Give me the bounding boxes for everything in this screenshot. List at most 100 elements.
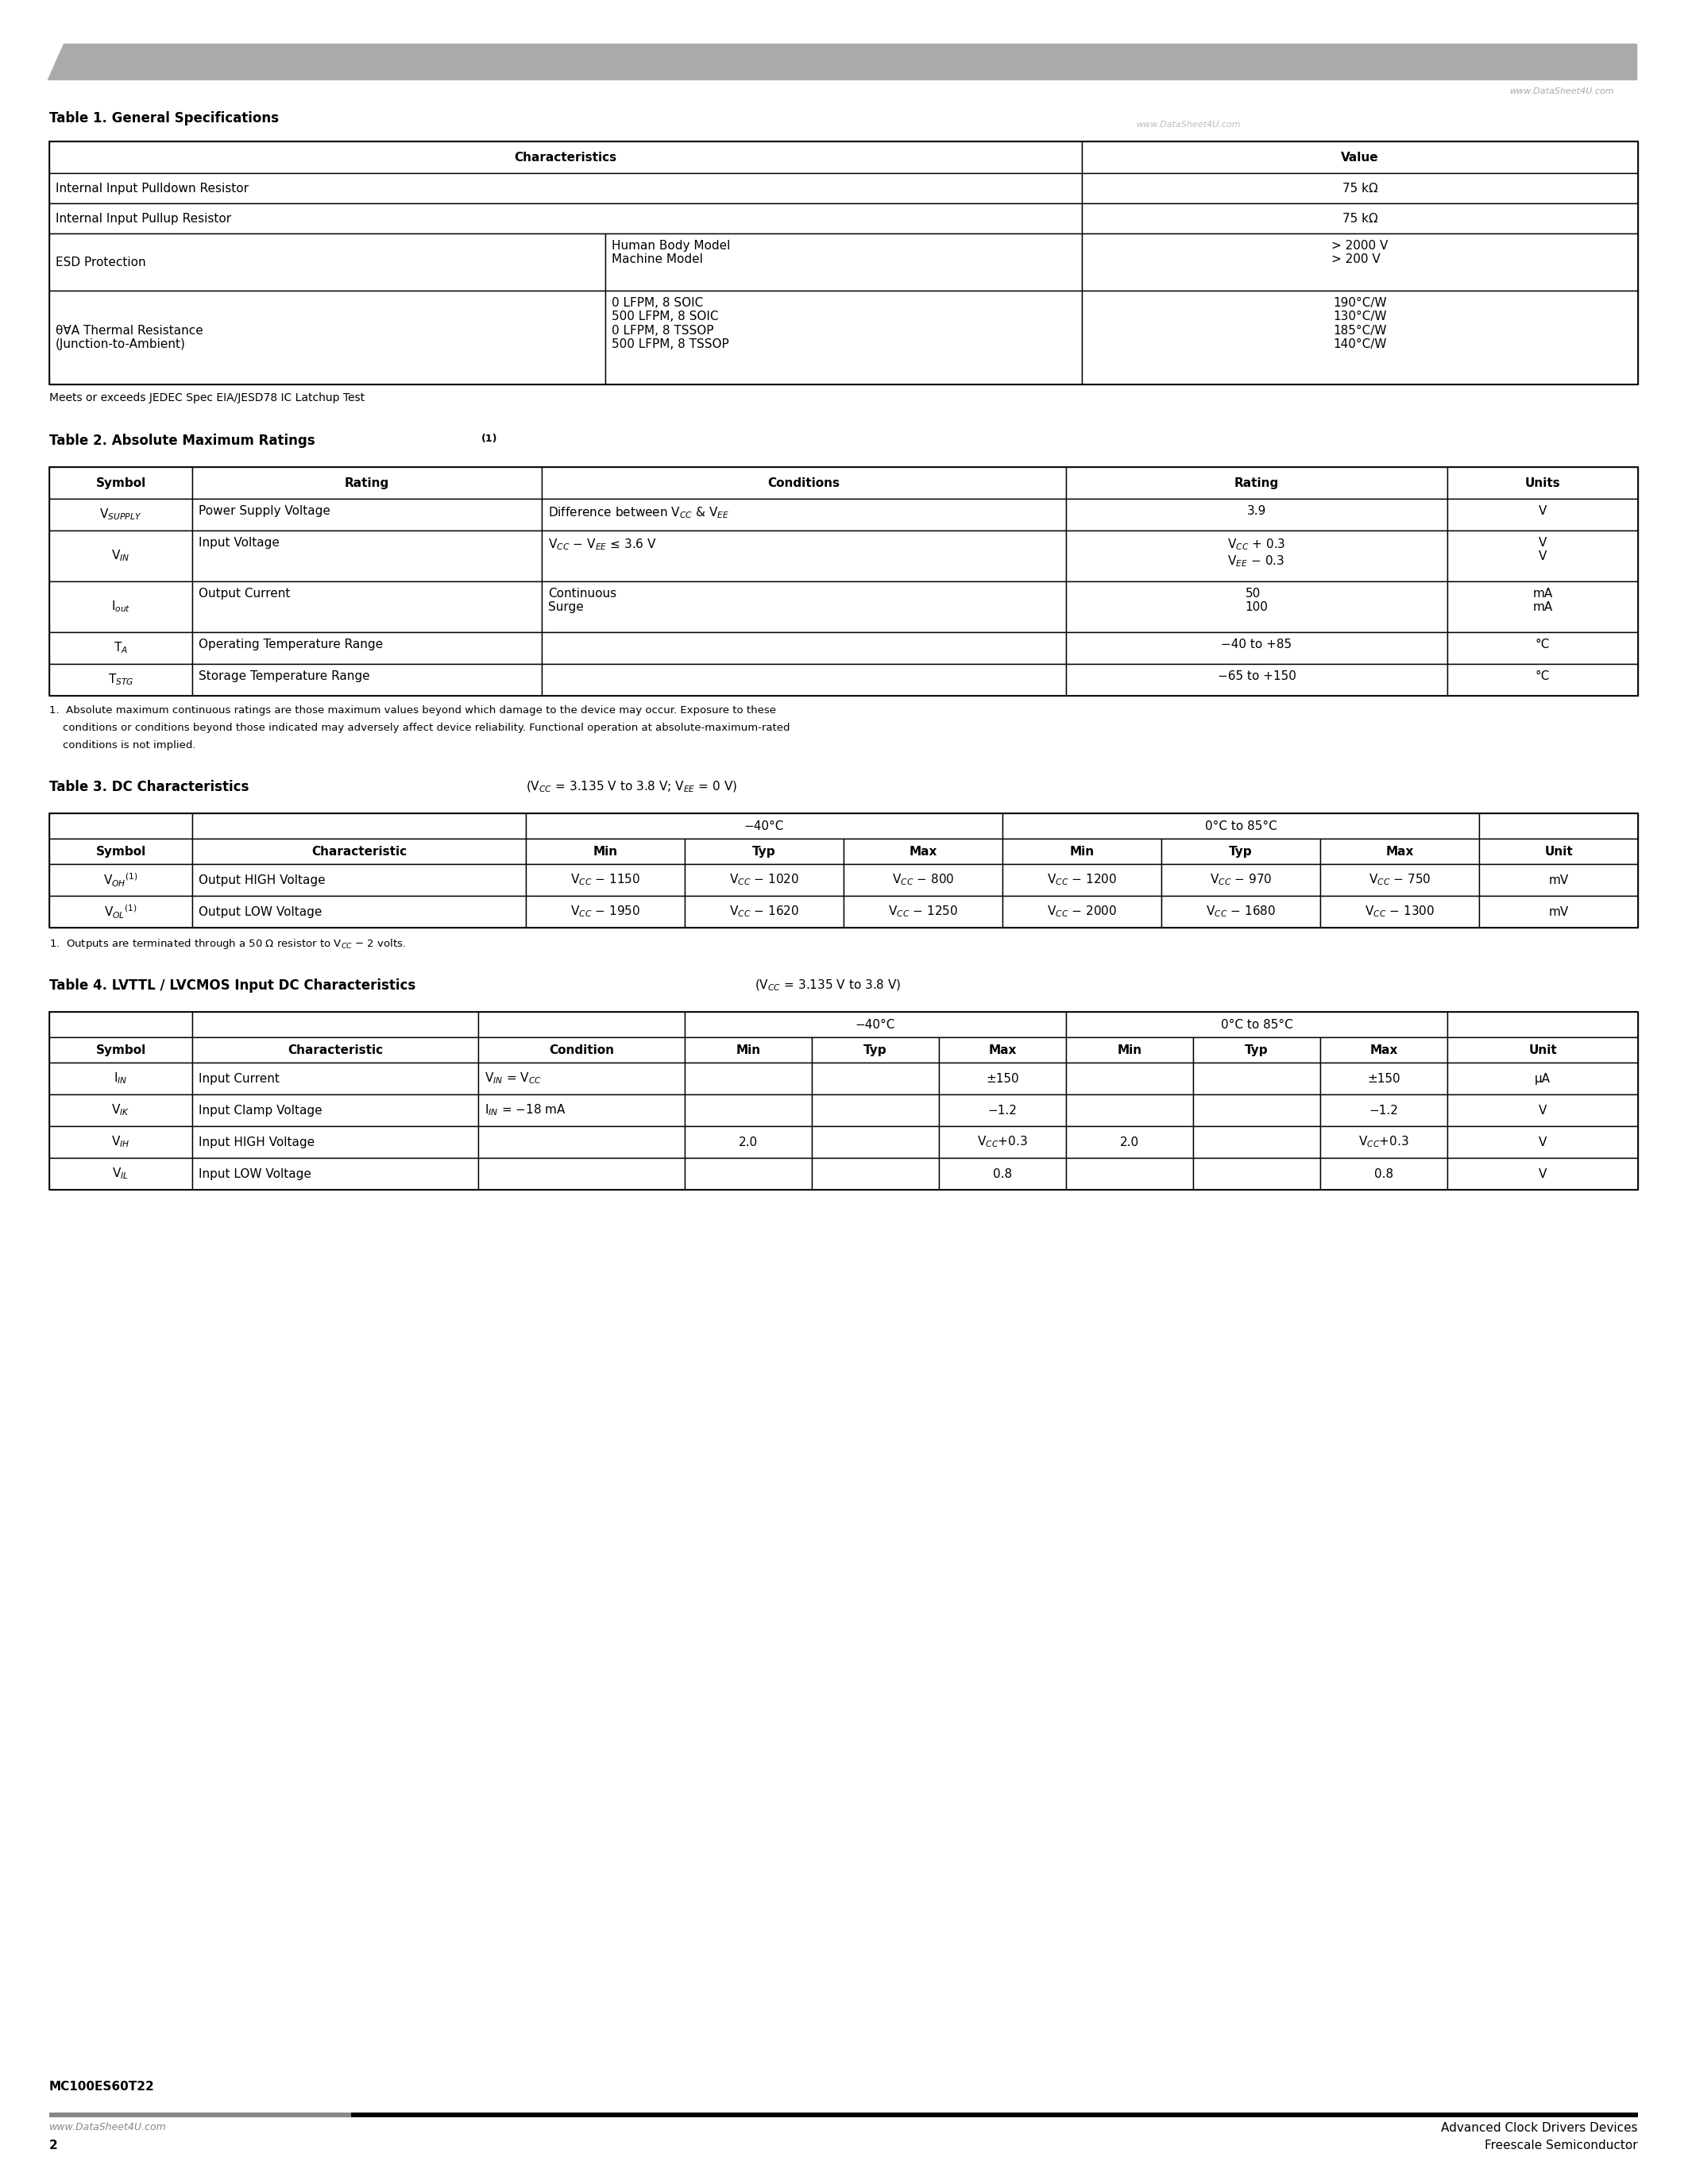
Text: Rating: Rating bbox=[344, 476, 390, 489]
Bar bbox=[1161, 839, 1320, 865]
Bar bbox=[1320, 895, 1479, 928]
Text: −40°C: −40°C bbox=[856, 1018, 895, 1031]
Bar bbox=[192, 581, 542, 631]
Text: Max: Max bbox=[908, 845, 937, 858]
Text: Typ: Typ bbox=[864, 1044, 888, 1055]
Bar bbox=[49, 664, 192, 697]
Bar bbox=[1082, 142, 1637, 173]
Text: V$_{CC}$ + 0.3
V$_{EE}$ − 0.3: V$_{CC}$ + 0.3 V$_{EE}$ − 0.3 bbox=[1227, 537, 1286, 568]
Bar bbox=[1447, 631, 1637, 664]
Text: 2.0: 2.0 bbox=[1121, 1136, 1139, 1149]
Text: μA: μA bbox=[1534, 1072, 1551, 1085]
Bar bbox=[939, 1127, 1067, 1158]
Text: V$_{CC}$ − 800: V$_{CC}$ − 800 bbox=[891, 874, 954, 887]
Text: V$_{IK}$: V$_{IK}$ bbox=[111, 1103, 130, 1118]
Text: V: V bbox=[1538, 505, 1546, 518]
Text: Characteristics: Characteristics bbox=[515, 151, 616, 164]
Text: Max: Max bbox=[989, 1044, 1016, 1055]
Bar bbox=[685, 1011, 1067, 1037]
Bar bbox=[939, 1037, 1067, 1064]
Text: V$_{CC}$ − 1300: V$_{CC}$ − 1300 bbox=[1364, 904, 1435, 919]
Text: 1.  Outputs are terminated through a 50 Ω resistor to V$_{CC}$ − 2 volts.: 1. Outputs are terminated through a 50 Ω… bbox=[49, 937, 405, 950]
Bar bbox=[478, 1158, 685, 1190]
Bar bbox=[685, 865, 844, 895]
Bar bbox=[49, 1011, 1637, 1190]
Text: −40 to +85: −40 to +85 bbox=[1222, 638, 1291, 651]
Text: 0 LFPM, 8 SOIC
500 LFPM, 8 SOIC
0 LFPM, 8 TSSOP
500 LFPM, 8 TSSOP: 0 LFPM, 8 SOIC 500 LFPM, 8 SOIC 0 LFPM, … bbox=[611, 297, 729, 349]
Text: Input HIGH Voltage: Input HIGH Voltage bbox=[199, 1136, 314, 1149]
Bar bbox=[939, 1064, 1067, 1094]
Text: V
V: V V bbox=[1538, 537, 1546, 563]
Bar bbox=[1082, 203, 1637, 234]
Text: 3.9: 3.9 bbox=[1247, 505, 1266, 518]
Text: Storage Temperature Range: Storage Temperature Range bbox=[199, 670, 370, 681]
Text: Internal Input Pulldown Resistor: Internal Input Pulldown Resistor bbox=[56, 181, 248, 194]
Text: 2: 2 bbox=[49, 2140, 57, 2151]
Bar bbox=[1447, 1127, 1637, 1158]
Text: Power Supply Voltage: Power Supply Voltage bbox=[199, 505, 331, 518]
Bar bbox=[192, 895, 527, 928]
Bar bbox=[49, 2112, 351, 2116]
Text: Units: Units bbox=[1524, 476, 1560, 489]
Text: 0.8: 0.8 bbox=[993, 1168, 1013, 1179]
Bar bbox=[49, 1127, 192, 1158]
Text: MC100ES60T22: MC100ES60T22 bbox=[49, 2081, 155, 2092]
Text: V$_{CC}$ − 1950: V$_{CC}$ − 1950 bbox=[571, 904, 640, 919]
Bar bbox=[192, 631, 542, 664]
Bar bbox=[939, 1094, 1067, 1127]
Text: Table 2. Absolute Maximum Ratings: Table 2. Absolute Maximum Ratings bbox=[49, 435, 316, 448]
Bar bbox=[542, 664, 1067, 697]
Bar bbox=[1003, 839, 1161, 865]
Bar bbox=[1067, 581, 1447, 631]
Text: V$_{OH}$$^{(1)}$: V$_{OH}$$^{(1)}$ bbox=[103, 871, 138, 889]
Bar bbox=[49, 142, 1082, 173]
Text: Table 3. DC Characteristics: Table 3. DC Characteristics bbox=[49, 780, 253, 795]
Bar bbox=[49, 631, 192, 664]
Bar bbox=[606, 234, 1082, 290]
Bar bbox=[1447, 1064, 1637, 1094]
Bar bbox=[527, 895, 685, 928]
Bar bbox=[685, 1158, 812, 1190]
Bar bbox=[478, 1037, 685, 1064]
Text: V$_{CC}$ − 1020: V$_{CC}$ − 1020 bbox=[729, 874, 798, 887]
Bar bbox=[685, 1094, 812, 1127]
Text: °C: °C bbox=[1536, 638, 1550, 651]
Text: Continuous
Surge: Continuous Surge bbox=[549, 587, 616, 614]
Bar bbox=[1067, 1094, 1193, 1127]
Text: Input Current: Input Current bbox=[199, 1072, 280, 1085]
Bar bbox=[1067, 531, 1447, 581]
Bar bbox=[527, 865, 685, 895]
Bar bbox=[1447, 531, 1637, 581]
Bar bbox=[49, 531, 192, 581]
Bar bbox=[1067, 1011, 1447, 1037]
Bar bbox=[478, 1094, 685, 1127]
Text: Characteristic: Characteristic bbox=[287, 1044, 383, 1055]
Bar bbox=[812, 1158, 939, 1190]
Bar bbox=[49, 812, 192, 839]
Bar bbox=[844, 839, 1003, 865]
Text: V: V bbox=[1538, 1105, 1546, 1116]
Polygon shape bbox=[47, 44, 1636, 79]
Text: V: V bbox=[1538, 1136, 1546, 1149]
Text: V$_{CC}$ − 1680: V$_{CC}$ − 1680 bbox=[1205, 904, 1276, 919]
Bar bbox=[1320, 865, 1479, 895]
Text: V$_{CC}$ − 970: V$_{CC}$ − 970 bbox=[1210, 874, 1273, 887]
Text: Symbol: Symbol bbox=[96, 1044, 145, 1055]
Bar bbox=[49, 1094, 192, 1127]
Text: 1.  Absolute maximum continuous ratings are those maximum values beyond which da: 1. Absolute maximum continuous ratings a… bbox=[49, 705, 776, 716]
Bar bbox=[192, 467, 542, 498]
Bar bbox=[1082, 234, 1637, 290]
Text: Output Current: Output Current bbox=[199, 587, 290, 601]
Bar bbox=[49, 1064, 192, 1094]
Bar bbox=[49, 203, 1082, 234]
Bar bbox=[192, 1011, 478, 1037]
Bar bbox=[192, 1127, 478, 1158]
Text: Output LOW Voltage: Output LOW Voltage bbox=[199, 906, 322, 917]
Bar bbox=[1447, 467, 1637, 498]
Text: Symbol: Symbol bbox=[96, 476, 145, 489]
Bar bbox=[1479, 839, 1637, 865]
Bar bbox=[49, 1011, 192, 1037]
Text: Rating: Rating bbox=[1234, 476, 1280, 489]
Bar bbox=[1447, 581, 1637, 631]
Text: Typ: Typ bbox=[753, 845, 776, 858]
